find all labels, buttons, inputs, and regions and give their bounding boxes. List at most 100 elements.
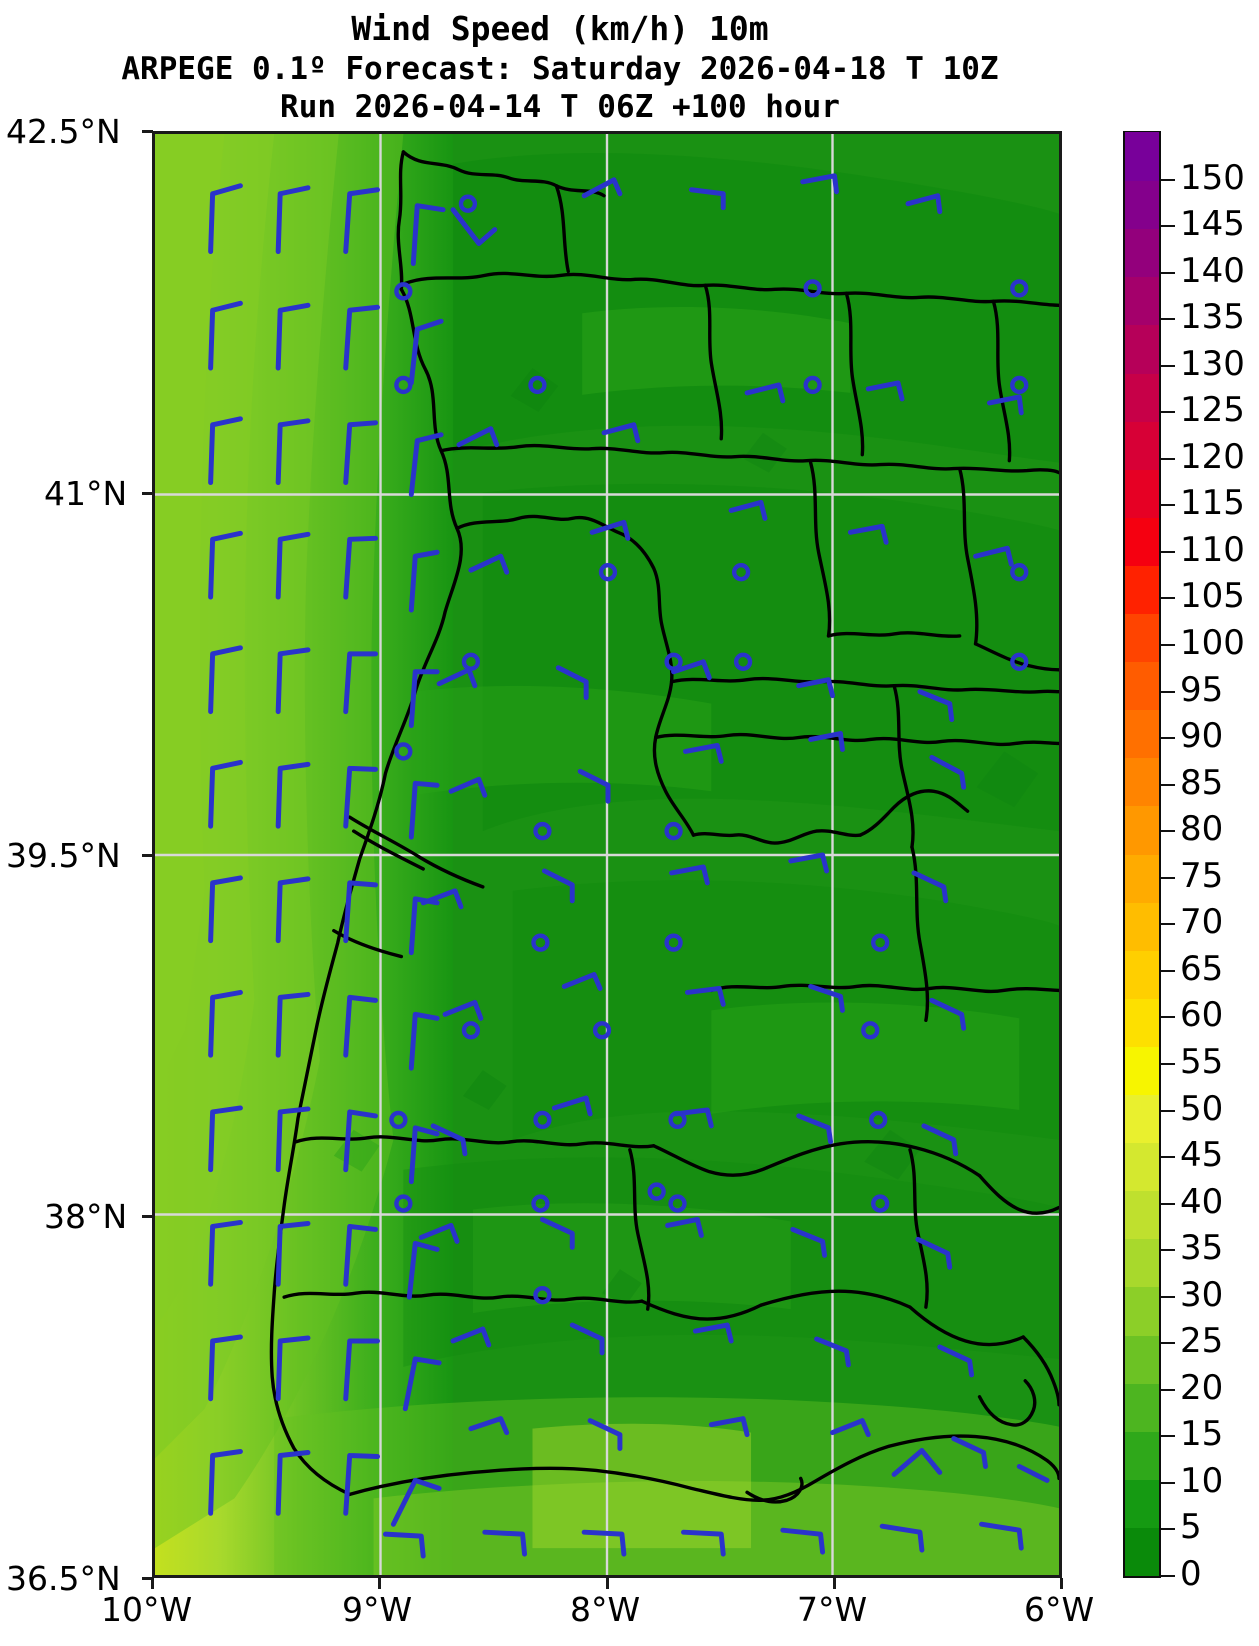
colorbar-tick-label: 75 <box>1180 855 1224 896</box>
colorbar-tick <box>1161 830 1175 833</box>
colorbar-tick-label: 30 <box>1180 1274 1224 1315</box>
colorbar-band <box>1125 1238 1159 1288</box>
y-axis-label-41: 41°N <box>44 474 128 513</box>
map-gridlines <box>155 134 1059 1575</box>
colorbar-band <box>1125 469 1159 518</box>
colorbar-tick <box>1161 411 1175 414</box>
colorbar-band <box>1125 1527 1159 1576</box>
colorbar-tick-label: 35 <box>1180 1228 1224 1269</box>
colorbar-tick-label: 90 <box>1180 716 1224 757</box>
wind-barbs-layer <box>208 173 1050 1559</box>
colorbar-tick <box>1161 1295 1175 1298</box>
colorbar-tick <box>1161 318 1175 321</box>
colorbar-tick-label: 55 <box>1180 1041 1224 1082</box>
colorbar-band <box>1125 228 1159 278</box>
colorbar-tick-label: 80 <box>1180 809 1224 850</box>
colorbar-band <box>1125 613 1159 663</box>
colorbar-band <box>1125 1190 1159 1240</box>
x-axis-label-6W: 6°W <box>1024 1590 1095 1629</box>
title-block: Wind Speed (km/h) 10m ARPEGE 0.1º Foreca… <box>0 0 1120 123</box>
colorbar-tick <box>1161 876 1175 879</box>
colorbar-band <box>1125 565 1159 614</box>
colorbar-tick <box>1161 737 1175 740</box>
colorbar-tick <box>1161 457 1175 460</box>
colorbar-band <box>1125 709 1159 759</box>
colorbar-band <box>1125 1479 1159 1528</box>
x-axis-label-9W: 9°W <box>342 1590 413 1629</box>
colorbar-tick-label: 100 <box>1180 623 1245 664</box>
y-tick-36_5 <box>142 1577 153 1580</box>
colorbar-tick-label: 115 <box>1180 483 1245 524</box>
colorbar-tick-label: 140 <box>1180 250 1245 291</box>
colorbar-tick-label: 20 <box>1180 1367 1224 1408</box>
colorbar-tick-label: 110 <box>1180 529 1245 570</box>
chart-subtitle-run: Run 2026-04-14 T 06Z +100 hour <box>280 89 840 125</box>
colorbar-band <box>1125 1431 1159 1480</box>
colorbar-tick-label: 65 <box>1180 948 1224 989</box>
colorbar-tick-label: 150 <box>1180 157 1245 198</box>
colorbar-tick-label: 45 <box>1180 1135 1224 1176</box>
y-tick-42_5 <box>142 130 153 133</box>
colorbar-band <box>1125 661 1159 711</box>
colorbar-tick <box>1161 1481 1175 1484</box>
x-tick-6W <box>1060 1578 1063 1589</box>
colorbar-tick-label: 120 <box>1180 436 1245 477</box>
colorbar-tick <box>1161 1109 1175 1112</box>
chart-title: Wind Speed (km/h) 10m <box>351 9 769 48</box>
colorbar-tick-label: 10 <box>1180 1460 1224 1501</box>
colorbar-tick <box>1161 923 1175 926</box>
colorbar-tick-label: 95 <box>1180 669 1224 710</box>
y-tick-39_5 <box>142 854 153 857</box>
chart-subtitle-forecast: ARPEGE 0.1º Forecast: Saturday 2026-04-1… <box>121 51 999 87</box>
colorbar-tick-label: 70 <box>1180 902 1224 943</box>
colorbar-tick-label: 85 <box>1180 762 1224 803</box>
colorbar-band <box>1125 421 1159 470</box>
colorbar-tick <box>1161 178 1175 181</box>
colorbar-tick <box>1161 364 1175 367</box>
y-axis-label-36_5: 36.5°N <box>6 1559 121 1598</box>
map-inner <box>155 134 1059 1575</box>
colorbar-band <box>1125 1142 1159 1192</box>
colorbar-tick <box>1161 1575 1175 1577</box>
colorbar-tick-label: 105 <box>1180 576 1245 617</box>
wind-speed-contour-map <box>155 134 1059 1575</box>
colorbar-tick <box>1161 1528 1175 1531</box>
x-axis-label-10W: 10°W <box>101 1590 193 1629</box>
y-axis-label-38: 38°N <box>44 1197 128 1236</box>
colorbar-tick-label: 25 <box>1180 1321 1224 1362</box>
colorbar-tick <box>1161 644 1175 647</box>
colorbar-band <box>1125 276 1159 326</box>
x-tick-9W <box>378 1578 381 1589</box>
colorbar-tick-label: 15 <box>1180 1414 1224 1455</box>
colorbar-tick-label: 125 <box>1180 390 1245 431</box>
colorbar-tick-label: 0 <box>1180 1554 1202 1594</box>
colorbar-tick <box>1161 1435 1175 1438</box>
colorbar-tick <box>1161 1342 1175 1345</box>
colorbar[interactable] <box>1123 131 1161 1578</box>
colorbar-band <box>1125 1094 1159 1144</box>
colorbar-band <box>1125 1334 1159 1384</box>
coastline-and-borders <box>269 150 1059 1504</box>
colorbar-tick-label: 145 <box>1180 204 1245 245</box>
colorbar-tick-label: 40 <box>1180 1181 1224 1222</box>
colorbar-tick-label: 60 <box>1180 995 1224 1036</box>
colorbar-band <box>1125 517 1159 566</box>
colorbar-band <box>1125 950 1159 999</box>
colorbar-tick <box>1161 1388 1175 1391</box>
colorbar-band <box>1125 902 1159 951</box>
colorbar-tick-label: 5 <box>1180 1507 1202 1548</box>
x-tick-7W <box>833 1578 836 1589</box>
colorbar-band <box>1125 998 1159 1047</box>
colorbar-band <box>1125 1046 1159 1095</box>
y-axis-label-42_5: 42.5°N <box>6 112 121 151</box>
colorbar-tick <box>1161 1202 1175 1205</box>
x-axis-label-7W: 7°W <box>797 1590 868 1629</box>
calm-wind-symbols <box>389 194 1029 1305</box>
colorbar-band <box>1125 805 1159 855</box>
colorbar-tick <box>1161 1156 1175 1159</box>
map-plot-area[interactable] <box>152 131 1062 1578</box>
colorbar-band <box>1125 180 1159 230</box>
x-tick-8W <box>606 1578 609 1589</box>
colorbar-tick-label: 130 <box>1180 343 1245 384</box>
colorbar-tick <box>1161 597 1175 600</box>
